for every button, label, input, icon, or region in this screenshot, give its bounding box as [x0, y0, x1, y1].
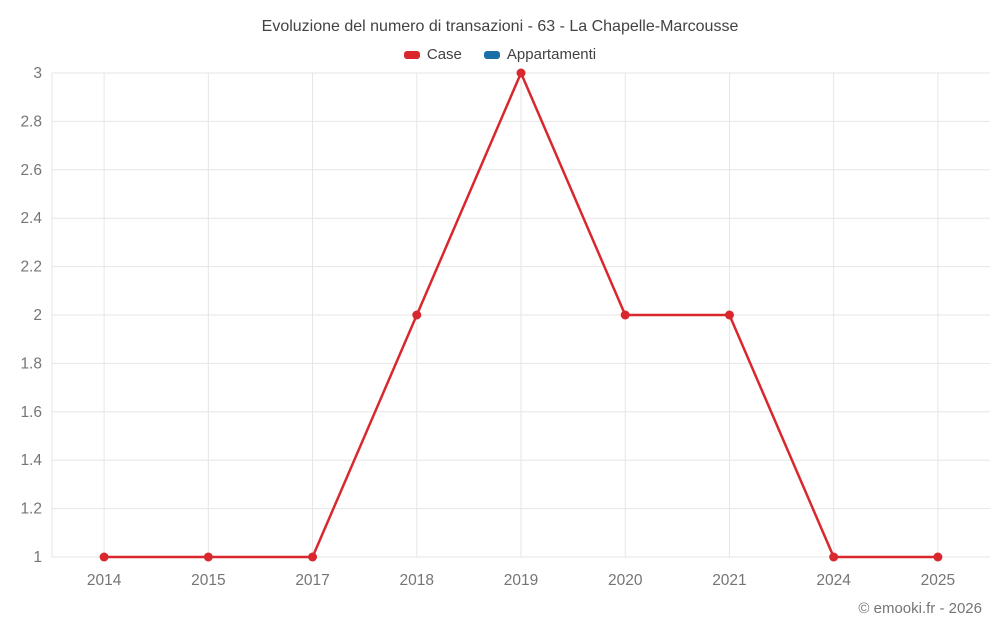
legend-item-appartamenti[interactable]: Appartamenti — [483, 46, 597, 63]
y-axis-tick-label: 1.2 — [20, 501, 42, 518]
y-axis-tick-label: 2 — [33, 307, 42, 324]
x-axis-tick-label: 2015 — [191, 572, 225, 589]
chart-title: Evoluzione del numero di transazioni - 6… — [261, 18, 739, 35]
x-axis-tick-label: 2014 — [87, 572, 122, 589]
legend: Case Appartamenti — [0, 46, 1000, 63]
x-axis-tick-label: 2021 — [712, 572, 746, 589]
legend-item-case[interactable]: Case — [403, 46, 462, 63]
x-axis-tick-label: 2019 — [504, 572, 538, 589]
data-point-case[interactable] — [99, 552, 109, 562]
y-axis-tick-label: 1.8 — [20, 355, 42, 372]
case-color-swatch-icon — [403, 50, 420, 59]
x-axis-tick-label: 2025 — [921, 572, 955, 589]
y-axis-tick-label: 1.4 — [20, 452, 42, 469]
y-axis-tick-label: 1.6 — [20, 404, 42, 421]
x-axis-tick-label: 2020 — [608, 572, 643, 589]
appartamenti-color-swatch-icon — [483, 50, 500, 59]
x-axis-tick-label: 2018 — [400, 572, 434, 589]
y-axis-tick-label: 2.2 — [20, 259, 42, 276]
y-axis-tick-label: 2.6 — [20, 162, 42, 179]
data-point-case[interactable] — [308, 552, 318, 562]
x-axis-tick-label: 2017 — [295, 572, 329, 589]
data-point-case[interactable] — [516, 68, 526, 78]
data-point-case[interactable] — [724, 310, 734, 320]
y-axis-tick-label: 3 — [33, 65, 42, 82]
data-point-case[interactable] — [203, 552, 213, 562]
y-axis-tick-label: 2.8 — [20, 113, 42, 130]
data-point-case[interactable] — [829, 552, 839, 562]
y-axis-tick-label: 1 — [33, 549, 42, 566]
legend-label-case: Case — [426, 46, 462, 63]
copyright-text: © emooki.fr - 2026 — [858, 600, 982, 617]
x-axis-tick-label: 2024 — [816, 572, 851, 589]
legend-label-appartamenti: Appartamenti — [506, 46, 597, 63]
data-point-case[interactable] — [620, 310, 630, 320]
y-axis-tick-label: 2.4 — [20, 210, 42, 227]
data-point-case[interactable] — [933, 552, 943, 562]
data-point-case[interactable] — [412, 310, 422, 320]
